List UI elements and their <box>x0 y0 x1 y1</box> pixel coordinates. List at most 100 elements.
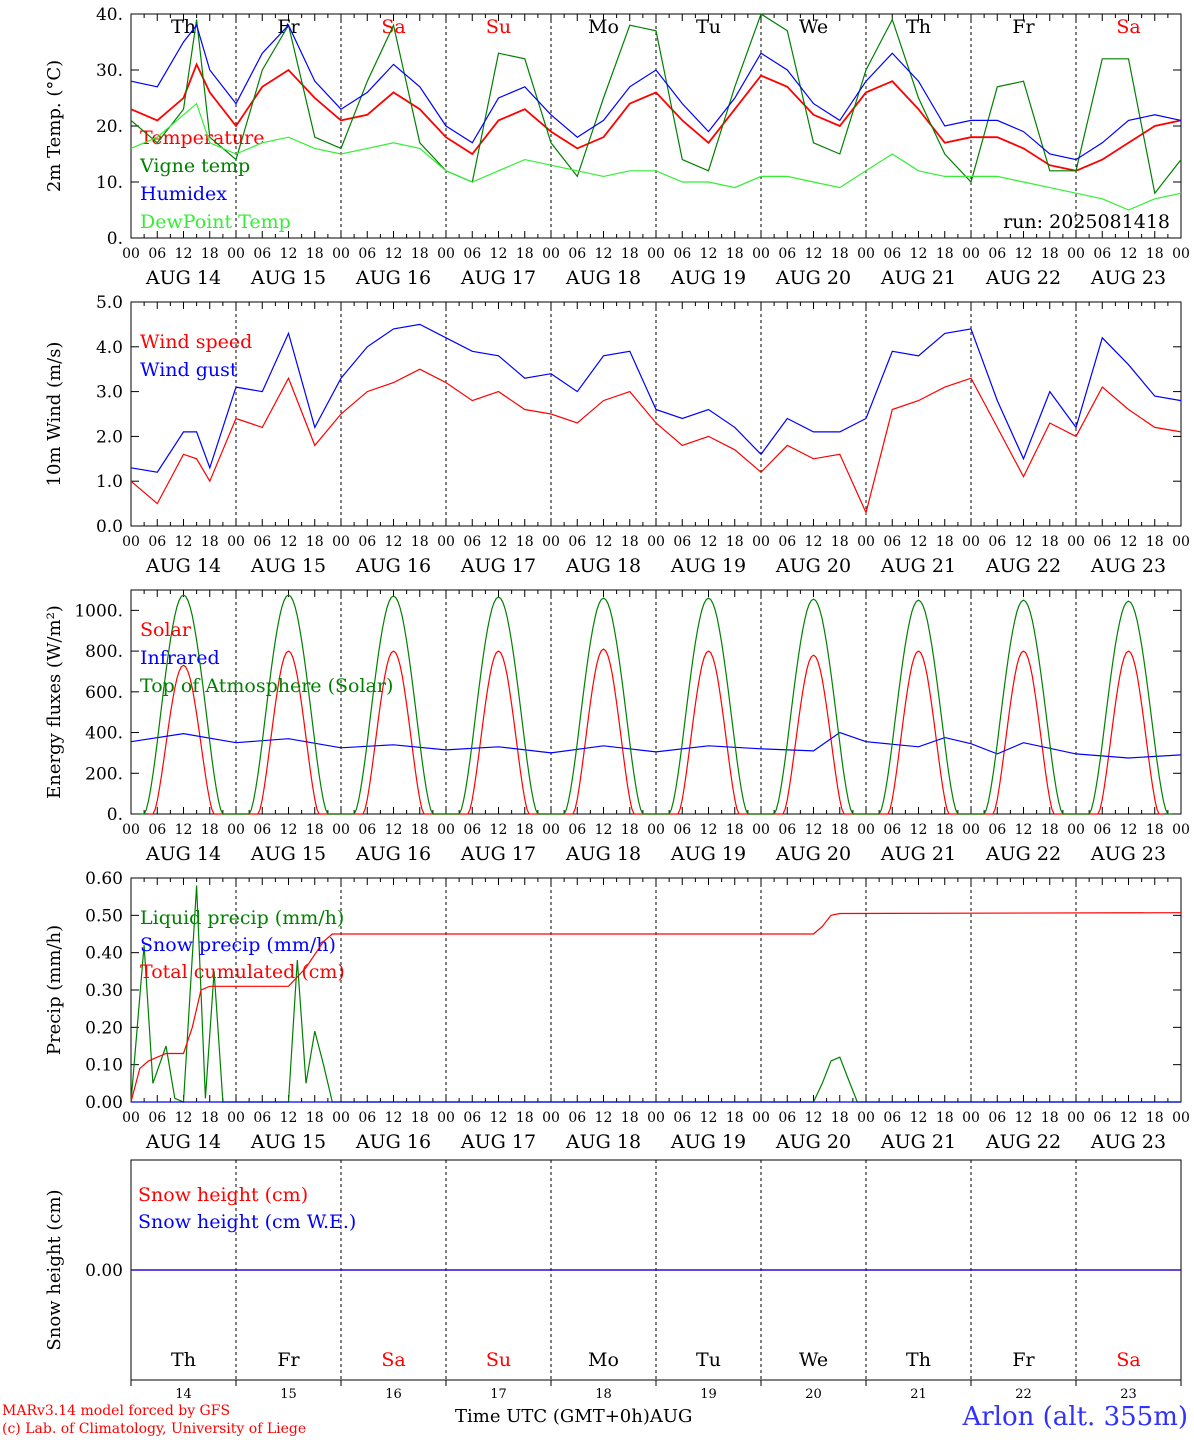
y-tick-label: 0.50 <box>85 906 123 926</box>
weekday-label: Th <box>906 16 931 38</box>
date-label: AUG 21 <box>880 267 956 289</box>
weekday-label: Su <box>486 16 511 38</box>
x-tick-label: 18 <box>516 246 534 262</box>
x-tick-label: 12 <box>595 822 613 838</box>
date-label: AUG 22 <box>985 267 1061 289</box>
date-label: AUG 21 <box>880 1131 956 1153</box>
x-tick-label: 18 <box>201 822 219 838</box>
y-tick-label: 0.30 <box>85 981 123 1001</box>
y-tick-label: 0.60 <box>85 869 123 889</box>
legend-entry: Temperature <box>140 127 264 149</box>
date-label: AUG 18 <box>565 555 641 577</box>
x-tick-label: 12 <box>280 534 298 550</box>
x-tick-label: 06 <box>883 1110 901 1126</box>
x-tick-label: 18 <box>621 822 639 838</box>
y-tick-label: 2.0 <box>96 427 123 447</box>
x-tick-label: 18 <box>726 822 744 838</box>
x-tick-label: 12 <box>805 534 823 550</box>
x-tick-label: 06 <box>988 822 1006 838</box>
legend-entry: Top of Atmosphere (Solar) <box>140 675 393 697</box>
series-line-humidex <box>130 23 1182 161</box>
x-tick-label: 18 <box>831 1110 849 1126</box>
date-label: AUG 15 <box>250 267 326 289</box>
x-tick-label: 00 <box>1067 246 1085 262</box>
x-axis-title-text: Time UTC (GMT+0h) <box>455 1406 650 1427</box>
weekday-label: Mo <box>588 16 619 38</box>
legend-entry: Liquid precip (mm/h) <box>140 907 344 929</box>
date-label: AUG 16 <box>355 1131 431 1153</box>
legend-entry: Snow height (cm) <box>138 1184 308 1206</box>
y-tick-label: 5.0 <box>96 293 123 313</box>
x-tick-label: 12 <box>910 822 928 838</box>
series-line-top-of-atmosphere-solar- <box>139 594 1173 815</box>
y-axis-title: Snow height (cm) <box>44 1189 65 1350</box>
y-tick-label: 40. <box>96 5 123 25</box>
x-tick-label: 06 <box>883 822 901 838</box>
legend-entry: Snow precip (mm/h) <box>140 934 336 956</box>
x-tick-label: 18 <box>411 246 429 262</box>
x-tick-label: 12 <box>1120 1110 1138 1126</box>
weekday-label: Fr <box>1012 16 1035 38</box>
x-tick-label: 12 <box>280 1110 298 1126</box>
x-tick-label: 12 <box>175 534 193 550</box>
x-tick-label: 12 <box>700 1110 718 1126</box>
legend-entry: DewPoint Temp <box>140 211 291 233</box>
y-axis-title: 2m Temp. (°C) <box>44 60 65 192</box>
x-tick-label: 12 <box>700 534 718 550</box>
legend-entry: Humidex <box>140 183 227 205</box>
x-tick-label: 06 <box>568 1110 586 1126</box>
x-tick-label: 12 <box>175 1110 193 1126</box>
x-tick-label: 18 <box>201 534 219 550</box>
date-label: AUG 14 <box>145 1131 221 1153</box>
x-tick-label: 12 <box>805 1110 823 1126</box>
x-tick-label: 18 <box>1041 822 1059 838</box>
weekday-label: Fr <box>1012 1349 1035 1371</box>
series-line-infrared <box>130 731 1182 759</box>
y-axis-title: Energy fluxes (W/m²) <box>44 605 65 799</box>
x-tick-label: 18 <box>726 534 744 550</box>
day-number-label: 18 <box>595 1387 612 1400</box>
x-tick-label: 12 <box>175 822 193 838</box>
day-number-label: 15 <box>280 1387 297 1400</box>
x-tick-label: 00 <box>1067 534 1085 550</box>
x-tick-label: 00 <box>1172 822 1190 838</box>
x-tick-label: 12 <box>490 822 508 838</box>
weekday-label: Sa <box>381 1349 405 1371</box>
x-tick-label: 06 <box>988 534 1006 550</box>
weekday-label: Th <box>171 1349 196 1371</box>
x-tick-label: 00 <box>1172 1110 1190 1126</box>
x-tick-label: 12 <box>280 822 298 838</box>
day-number-label: 23 <box>1120 1387 1137 1400</box>
legend-entry: Vigne temp <box>139 155 250 177</box>
x-tick-label: 06 <box>148 1110 166 1126</box>
x-tick-label: 18 <box>621 534 639 550</box>
series-line-liquid-precip-mm-h- <box>130 885 1181 1103</box>
x-tick-label: 00 <box>332 534 350 550</box>
x-tick-label: 06 <box>568 822 586 838</box>
date-label: AUG 14 <box>145 843 221 865</box>
x-tick-label: 12 <box>175 246 193 262</box>
x-tick-label: 12 <box>1015 822 1033 838</box>
day-number-label: 17 <box>490 1387 507 1400</box>
weekday-label: We <box>799 16 828 38</box>
x-tick-label: 00 <box>1067 822 1085 838</box>
x-tick-label: 18 <box>306 822 324 838</box>
x-tick-label: 18 <box>936 246 954 262</box>
y-tick-label: 0.40 <box>85 944 123 964</box>
y-tick-label: 1000. <box>74 601 123 621</box>
date-label: AUG 17 <box>460 1131 536 1153</box>
x-tick-label: 06 <box>883 534 901 550</box>
x-tick-label: 18 <box>1041 534 1059 550</box>
x-tick-label: 06 <box>673 534 691 550</box>
x-tick-label: 12 <box>1120 822 1138 838</box>
day-number-label: 20 <box>805 1387 822 1400</box>
lab-credit: (c) Lab. of Climatology, University of L… <box>2 1421 307 1437</box>
y-tick-label: 0.20 <box>85 1018 123 1038</box>
x-tick-label: 06 <box>988 1110 1006 1126</box>
series-line-temperature <box>130 62 1182 172</box>
x-tick-label: 12 <box>490 1110 508 1126</box>
x-tick-label: 06 <box>253 246 271 262</box>
x-tick-label: 06 <box>358 822 376 838</box>
weekday-label: Sa <box>1116 16 1140 38</box>
x-tick-label: 06 <box>358 534 376 550</box>
